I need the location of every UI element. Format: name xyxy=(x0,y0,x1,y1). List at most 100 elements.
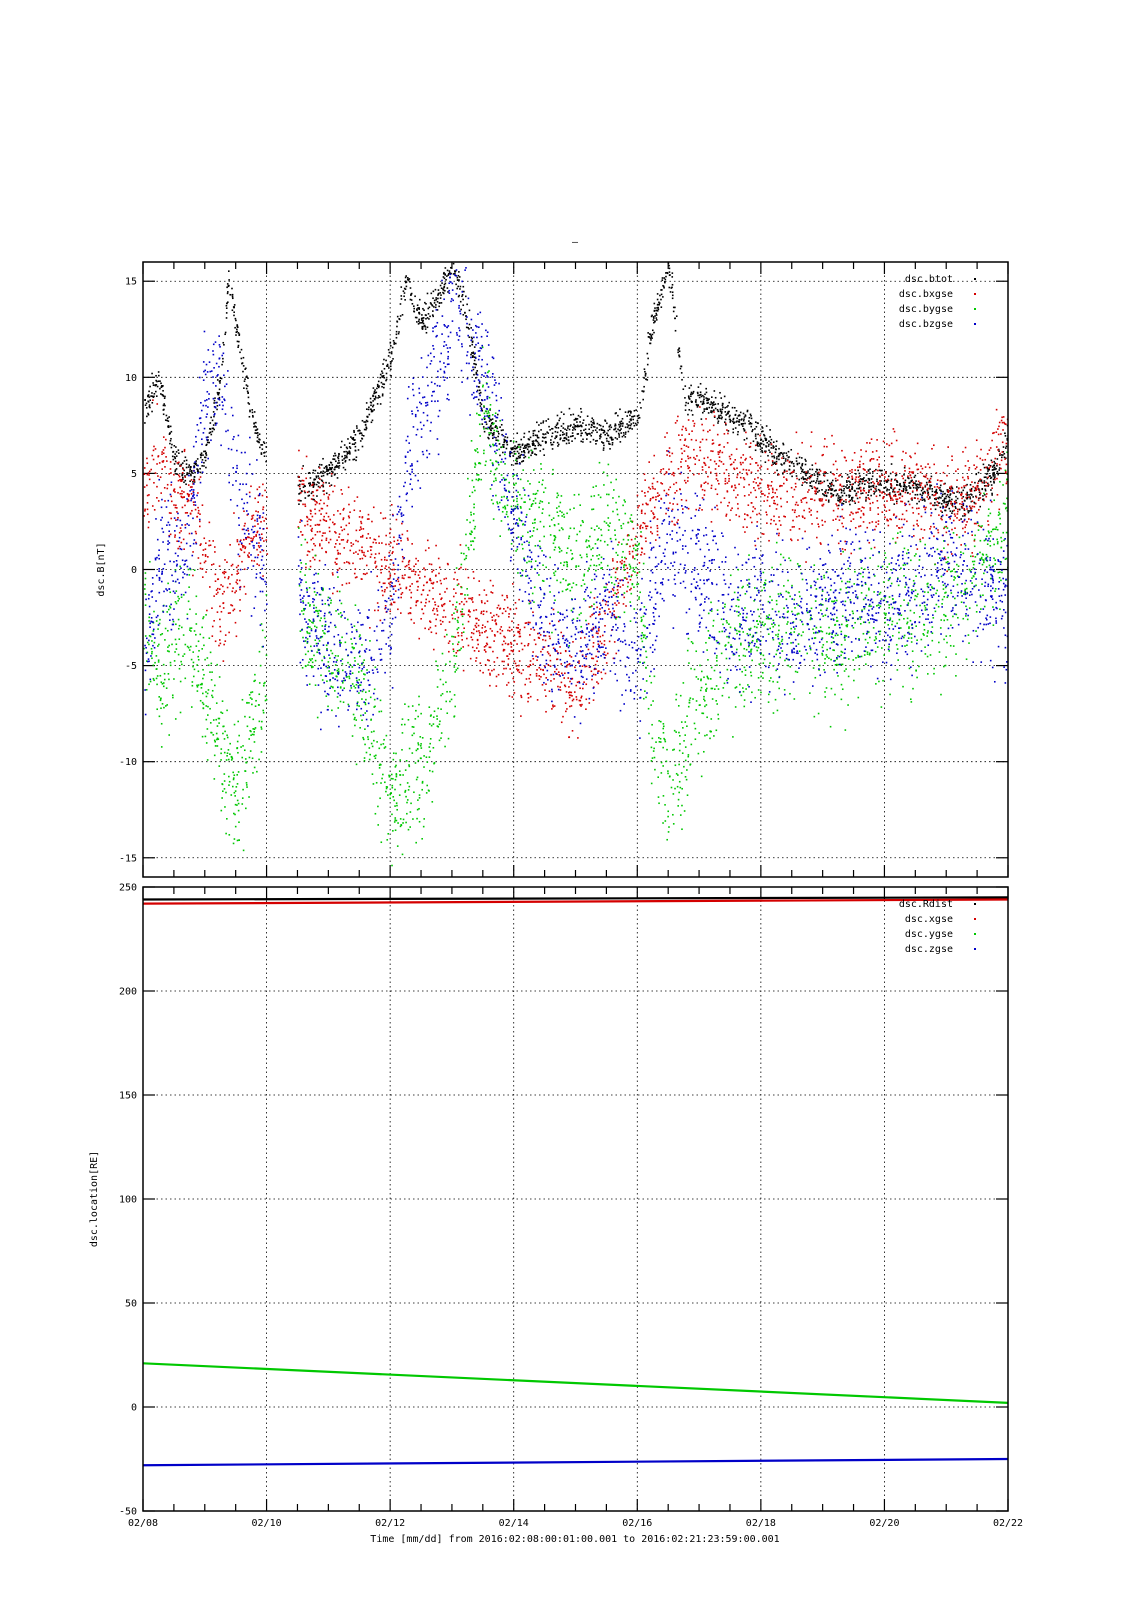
data-point xyxy=(718,451,721,454)
data-point xyxy=(898,488,901,491)
data-point xyxy=(254,432,257,434)
data-point xyxy=(334,543,337,545)
data-point xyxy=(604,624,606,627)
data-point xyxy=(508,695,511,697)
data-point xyxy=(556,673,558,675)
data-point xyxy=(615,604,618,606)
data-point xyxy=(389,365,392,368)
data-point xyxy=(325,539,328,542)
data-point xyxy=(580,696,583,699)
data-point xyxy=(890,480,893,482)
data-point xyxy=(377,397,379,399)
data-point xyxy=(446,269,449,272)
data-point xyxy=(167,420,170,422)
data-point xyxy=(769,451,771,454)
data-point xyxy=(941,495,944,497)
data-point xyxy=(330,468,333,471)
data-point xyxy=(869,507,872,509)
data-point xyxy=(236,540,239,543)
data-point xyxy=(265,460,267,463)
data-point xyxy=(506,684,508,686)
data-point xyxy=(808,489,810,491)
data-point xyxy=(193,476,196,478)
data-point xyxy=(452,262,455,265)
data-point xyxy=(567,439,570,441)
data-point xyxy=(408,566,410,569)
data-point xyxy=(809,468,811,471)
data-point xyxy=(739,471,741,474)
data-point xyxy=(224,640,227,642)
data-point xyxy=(580,429,582,432)
data-point xyxy=(977,499,980,501)
data-point xyxy=(809,482,812,484)
data-point xyxy=(963,499,966,502)
data-point xyxy=(348,442,351,444)
data-point xyxy=(731,485,733,487)
data-point xyxy=(668,468,670,471)
data-point xyxy=(593,426,596,428)
data-point xyxy=(166,419,169,422)
data-point xyxy=(500,626,503,628)
data-point xyxy=(705,387,707,390)
data-point xyxy=(338,536,340,538)
data-point xyxy=(980,480,982,483)
data-point xyxy=(251,409,254,411)
data-point xyxy=(225,312,228,314)
data-point xyxy=(664,278,667,281)
data-point xyxy=(617,414,619,417)
data-point xyxy=(902,481,905,484)
data-point xyxy=(608,591,611,593)
data-point xyxy=(895,515,898,518)
data-point xyxy=(873,470,876,472)
data-point xyxy=(442,276,445,278)
data-point xyxy=(987,470,989,472)
data-point xyxy=(721,404,724,407)
data-point xyxy=(772,445,774,447)
data-point xyxy=(804,481,806,483)
data-point xyxy=(740,419,743,421)
data-point xyxy=(200,543,202,545)
data-point xyxy=(440,302,443,304)
data-point xyxy=(668,271,671,273)
data-point xyxy=(316,472,319,474)
data-point xyxy=(704,462,706,465)
data-point xyxy=(471,337,473,340)
data-point xyxy=(517,624,520,626)
data-point xyxy=(965,493,968,496)
data-point xyxy=(443,602,446,605)
data-point xyxy=(482,671,484,674)
data-point xyxy=(409,607,412,609)
data-point xyxy=(523,626,526,629)
data-point xyxy=(680,447,683,450)
data-point xyxy=(821,454,824,457)
data-point xyxy=(947,495,950,498)
data-point xyxy=(391,552,394,555)
data-point xyxy=(515,457,518,460)
data-point xyxy=(501,629,504,632)
data-point xyxy=(591,628,594,631)
data-point xyxy=(831,479,834,482)
data-point xyxy=(892,499,894,501)
data-point xyxy=(996,477,998,480)
data-point xyxy=(349,549,352,552)
data-point xyxy=(242,538,245,541)
data-point xyxy=(717,403,719,405)
data-point xyxy=(436,610,439,612)
data-point xyxy=(841,475,843,478)
data-point xyxy=(870,481,873,484)
data-point xyxy=(886,488,889,490)
data-point xyxy=(238,333,241,335)
data-point xyxy=(497,604,500,607)
data-point xyxy=(727,432,729,435)
data-point xyxy=(216,401,218,404)
data-point xyxy=(840,489,843,492)
data-point xyxy=(463,613,465,616)
data-point xyxy=(706,399,708,402)
data-point xyxy=(909,493,911,495)
data-point xyxy=(775,445,777,447)
data-point xyxy=(807,477,809,479)
data-point xyxy=(586,438,588,440)
data-point xyxy=(516,462,518,465)
data-point xyxy=(788,456,790,458)
data-point xyxy=(857,508,860,510)
